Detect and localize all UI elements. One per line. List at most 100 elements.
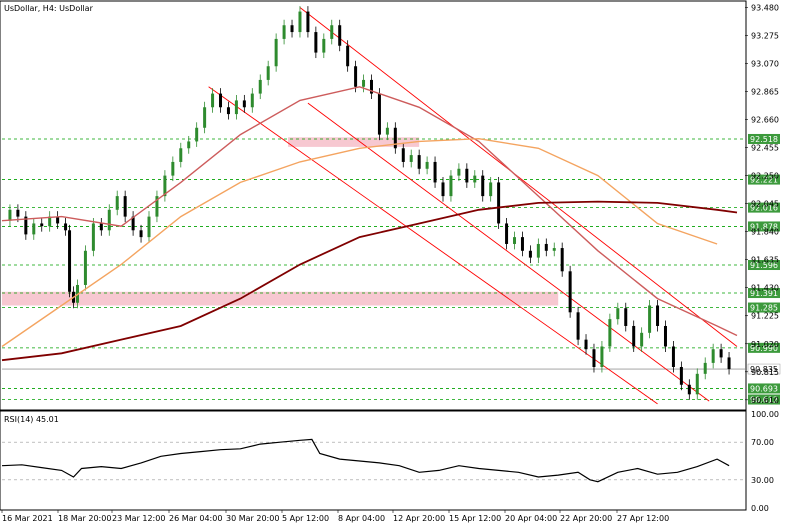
x-tick-label: 5 Apr 12:00 bbox=[282, 514, 329, 523]
candle-body bbox=[8, 209, 12, 221]
candle-body bbox=[632, 325, 636, 347]
candle-body bbox=[425, 161, 429, 169]
price-tick-label: 92.045 bbox=[751, 200, 779, 209]
candle-body bbox=[624, 308, 628, 326]
price-tick-label: 93.275 bbox=[751, 31, 779, 40]
candle-body bbox=[266, 66, 270, 80]
candle-body bbox=[362, 79, 366, 87]
candle-body bbox=[489, 182, 493, 197]
candle-body bbox=[306, 11, 310, 33]
level-label: 91.596 bbox=[750, 261, 778, 270]
candle-body bbox=[465, 168, 469, 183]
candle-body bbox=[48, 216, 52, 227]
candle-body bbox=[576, 312, 580, 340]
x-tick-label: 23 Mar 12:00 bbox=[112, 514, 165, 523]
level-tag bbox=[748, 202, 780, 213]
candle-body bbox=[274, 38, 278, 67]
candle-body bbox=[226, 107, 230, 115]
candle-body bbox=[56, 216, 60, 224]
level-label: 90.693 bbox=[750, 384, 778, 393]
candle-body bbox=[727, 357, 731, 370]
candle-body bbox=[250, 93, 254, 108]
candle-body bbox=[687, 384, 691, 395]
ma-line bbox=[1, 200, 738, 362]
candle-body bbox=[68, 230, 72, 292]
candle-body bbox=[433, 161, 437, 183]
x-tick-label: 18 Mar 20:00 bbox=[58, 514, 111, 523]
candle-body bbox=[203, 107, 207, 128]
candle-body bbox=[195, 127, 199, 142]
x-tick-label: 12 Apr 20:00 bbox=[393, 514, 445, 523]
x-tick-label: 22 Apr 20:00 bbox=[560, 514, 612, 523]
candle-body bbox=[282, 25, 286, 39]
price-tick-label: 91.020 bbox=[751, 340, 779, 349]
candle-body bbox=[163, 175, 167, 197]
candle-body bbox=[616, 308, 620, 320]
price-tick-label: 91.225 bbox=[751, 312, 779, 321]
candle-body bbox=[314, 32, 318, 53]
candle-body bbox=[369, 79, 373, 94]
candle-body bbox=[115, 196, 119, 210]
candle-body bbox=[568, 271, 572, 313]
price-tick-label: 91.840 bbox=[751, 228, 779, 237]
candle-body bbox=[40, 223, 44, 227]
candle-body bbox=[99, 223, 103, 231]
candle-body bbox=[155, 196, 159, 217]
candle-body bbox=[330, 25, 334, 39]
price-tick-label: 92.250 bbox=[751, 172, 779, 181]
price-tick-label: 91.635 bbox=[751, 256, 779, 265]
candle-body bbox=[584, 339, 588, 350]
candle-body bbox=[338, 25, 342, 46]
level-tag bbox=[748, 221, 780, 232]
candle-body bbox=[552, 248, 556, 251]
candle-body bbox=[441, 182, 445, 197]
candle-body bbox=[671, 346, 675, 367]
candle-body bbox=[211, 93, 215, 108]
candle-body bbox=[695, 373, 699, 395]
candle-body bbox=[242, 100, 246, 108]
candle-body bbox=[711, 349, 715, 363]
level-tag bbox=[748, 342, 780, 353]
rsi-line bbox=[1, 438, 730, 483]
rsi-tick-label: 100.00 bbox=[751, 410, 779, 419]
candle-body bbox=[346, 45, 350, 67]
candle-body bbox=[592, 349, 596, 367]
price-tick-label: 91.430 bbox=[751, 284, 779, 293]
price-tick-label: 90.610 bbox=[751, 396, 779, 405]
sr-zone bbox=[288, 137, 420, 147]
level-tag bbox=[748, 383, 780, 394]
level-tag bbox=[748, 260, 780, 271]
x-tick-label: 30 Mar 20:00 bbox=[226, 514, 279, 523]
x-tick-label: 26 Mar 04:00 bbox=[169, 514, 222, 523]
level-tag bbox=[748, 133, 780, 144]
rsi-tick-label: 70.00 bbox=[751, 438, 774, 447]
candle-body bbox=[663, 325, 667, 347]
x-tick-label: 27 Apr 12:00 bbox=[617, 514, 669, 523]
level-label: 90.612 bbox=[750, 396, 778, 405]
candle-body bbox=[322, 38, 326, 53]
candle-body bbox=[401, 148, 405, 162]
rsi-panel bbox=[0, 410, 747, 511]
rsi-tick-label: 0.00 bbox=[751, 504, 769, 513]
candle-body bbox=[457, 168, 461, 176]
candle-body bbox=[679, 366, 683, 385]
candle-body bbox=[640, 332, 644, 347]
candle-body bbox=[171, 161, 175, 176]
level-label: 91.285 bbox=[750, 304, 778, 313]
level-label: 92.016 bbox=[750, 204, 778, 213]
candle-body bbox=[139, 230, 143, 238]
candle-body bbox=[187, 141, 191, 149]
candle-body bbox=[497, 182, 501, 224]
rsi-tick-label: 30.00 bbox=[751, 476, 774, 485]
chart-title: UsDollar, H4: UsDollar bbox=[4, 4, 94, 13]
x-tick-label: 15 Apr 12:00 bbox=[449, 514, 501, 523]
candle-body bbox=[147, 216, 151, 238]
level-tag bbox=[748, 288, 780, 299]
candle-body bbox=[703, 362, 707, 374]
channel-line bbox=[307, 102, 710, 402]
candle-body bbox=[608, 319, 612, 347]
level-tag bbox=[748, 394, 780, 405]
candle-body bbox=[719, 349, 723, 358]
level-label: 91.878 bbox=[750, 222, 778, 231]
